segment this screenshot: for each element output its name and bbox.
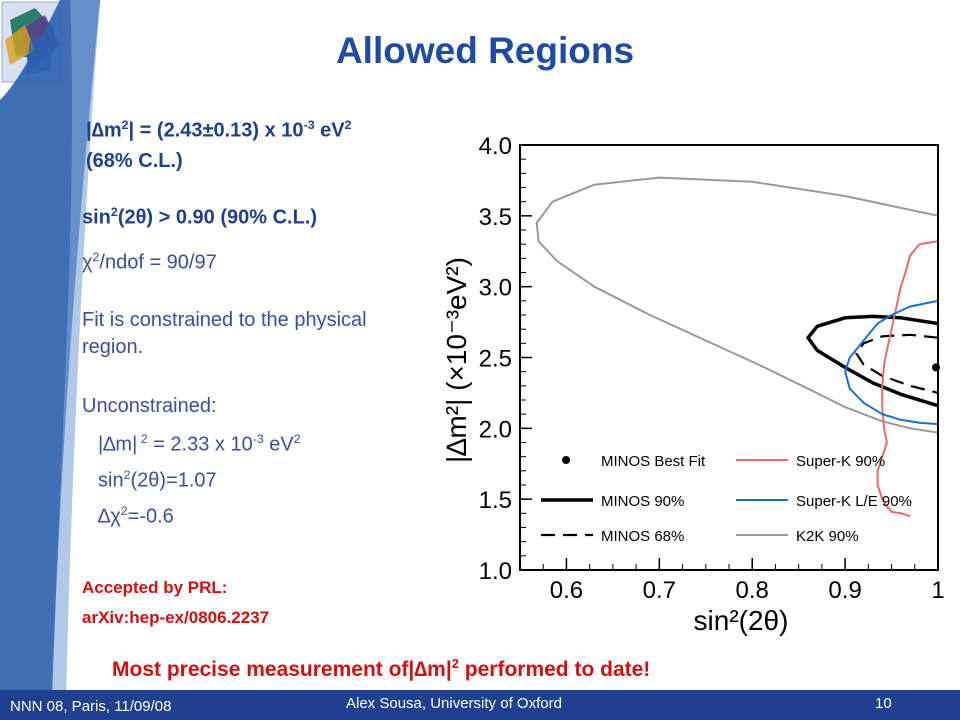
unconstrained-dchi2: ∆χ2=-0.6 <box>98 504 174 528</box>
footer-author: Alex Sousa, University of Oxford <box>346 695 562 712</box>
unconstrained-heading: Unconstrained: <box>82 395 217 417</box>
footer-event: NNN 08, Paris, 11/09/08 <box>10 698 172 715</box>
arxiv-reference[interactable]: arXiv:hep-ex/0806.2237 <box>82 608 270 627</box>
y-axis-label: |∆m²| (×10⁻³eV²) <box>441 257 472 463</box>
x-tick-label: 0.6 <box>550 577 583 604</box>
legend-entry: MINOS Best Fit <box>601 453 706 470</box>
y-tick-label: 2.0 <box>479 416 512 443</box>
x-tick-label: 0.7 <box>643 577 676 604</box>
header-swoosh <box>0 0 100 700</box>
y-tick-label: 3.0 <box>479 275 512 302</box>
y-tick-label: 1.0 <box>479 558 512 585</box>
dm2-confidence-level: (68% C.L.) <box>86 150 183 172</box>
series-line-super-k-90- <box>876 240 938 518</box>
legend-entry: Super-K 90% <box>796 453 885 470</box>
chi2-ndof: χ2/ndof = 90/97 <box>82 250 217 274</box>
legend-entry: MINOS 68% <box>601 528 684 545</box>
x-axis-label: sin²(2θ) <box>694 605 789 636</box>
mixing-result: sin2(2θ) > 0.90 (90% C.L.) <box>82 205 318 229</box>
unconstrained-sin: sin2(2θ)=1.07 <box>98 468 217 492</box>
accepted-note: Accepted by PRL: <box>82 578 228 597</box>
legend-entry: K2K 90% <box>796 528 859 545</box>
x-tick-label: 1 <box>931 577 944 604</box>
series-line-k2k-90- <box>535 176 938 434</box>
best-fit-point <box>932 363 940 372</box>
allowed-regions-chart: 0.6 0.7 0.8 0.9 1 1.0 1.5 2.0 2.5 3.0 3.5 4.0 sin²(… <box>441 133 945 636</box>
fit-note: Fit is constrained to the physical regio… <box>82 309 367 358</box>
series-line-super-k-l-e-90- <box>844 299 938 426</box>
page-number: 10 <box>875 695 892 712</box>
y-tick-label: 1.5 <box>479 487 512 514</box>
y-tick-label: 2.5 <box>479 346 512 373</box>
unconstrained-dm2: |∆m| 2 = 2.33 x 10-3 eV2 <box>98 432 301 456</box>
y-tick-label: 3.5 <box>479 204 512 231</box>
dm2-result: |∆m2| = (2.43±0.13) x 10-3 eV2 <box>86 118 352 142</box>
x-tick-label: 0.9 <box>828 577 861 604</box>
highlight-statement: Most precise measurement of|∆m|2 perform… <box>112 656 651 681</box>
series-line-minos-68- <box>855 333 938 394</box>
footer-bar <box>0 690 960 720</box>
legend-entry: Super-K L/E 90% <box>796 493 912 510</box>
page-title: Allowed Regions <box>335 30 635 71</box>
y-tick-label: 4.0 <box>479 133 512 160</box>
x-tick-label: 0.8 <box>736 577 769 604</box>
legend-marker-best-fit <box>562 456 570 464</box>
legend-entry: MINOS 90% <box>601 493 684 510</box>
